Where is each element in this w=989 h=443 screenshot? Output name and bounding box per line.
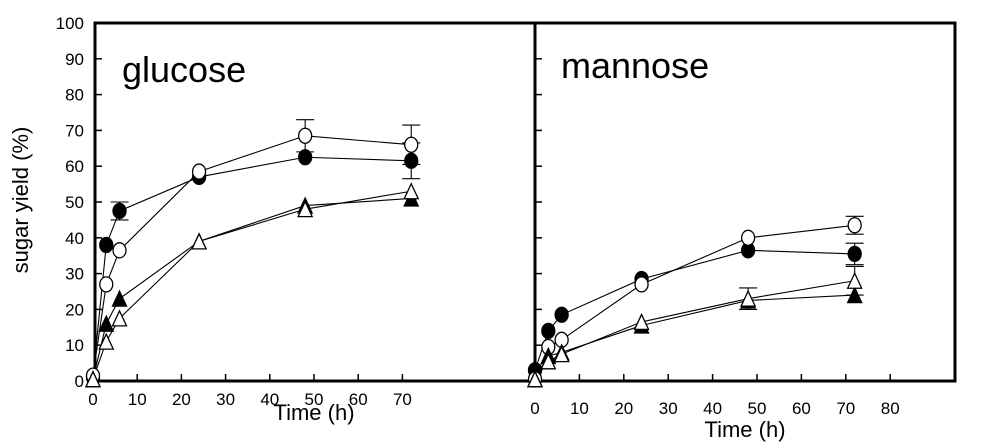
- glucose-panel-title: glucose: [122, 49, 246, 90]
- x-tick-label: 10: [128, 390, 147, 409]
- series-line: [534, 280, 855, 380]
- data-point-circle-open: [404, 136, 419, 153]
- x-tick-label: 80: [881, 399, 900, 418]
- data-point-circle-open: [298, 127, 313, 144]
- glucose-x-axis-title: Time (h): [273, 400, 354, 425]
- series-line: [92, 190, 412, 380]
- data-point-triangle-open: [633, 312, 650, 331]
- data-point-triangle-open: [98, 332, 115, 350]
- y-tick-label: 20: [65, 300, 84, 319]
- data-point-triangle-open: [84, 370, 102, 388]
- data-point-circle-filled: [99, 236, 114, 254]
- x-tick-label: 40: [260, 390, 279, 409]
- y-tick-label: 70: [65, 121, 84, 140]
- data-point-circle-filled: [404, 152, 419, 169]
- mannose-panel-title: mannose: [561, 45, 709, 86]
- data-point-triangle-open: [111, 309, 128, 327]
- y-tick-label: 100: [56, 14, 84, 33]
- glucose-panel: glucose Time (h) 0 10 20 30 40 50 60 70: [84, 21, 537, 425]
- y-tick-label: 90: [65, 50, 84, 69]
- x-tick-label: 70: [393, 390, 412, 409]
- series-line: [92, 156, 412, 378]
- data-point-triangle-open: [297, 200, 314, 218]
- data-point-triangle-filled: [846, 286, 863, 304]
- data-point-circle-open: [634, 276, 649, 293]
- data-point-circle-open: [191, 163, 207, 180]
- data-point-triangle-open: [526, 370, 544, 388]
- data-point-triangle-open: [553, 345, 570, 363]
- y-tick-label: 60: [65, 157, 84, 176]
- x-tick-label: 20: [172, 390, 191, 409]
- mannose-panel: mannose Time (h) 0 10 20 30 40 50 60 70 80: [526, 21, 957, 442]
- data-point-circle-open: [740, 229, 756, 246]
- data-point-circle-filled: [298, 149, 313, 166]
- data-point-triangle-open: [403, 182, 420, 200]
- data-point-circle-open: [112, 242, 127, 259]
- y-tick-label: 50: [65, 193, 84, 212]
- x-tick-label: 60: [792, 399, 811, 418]
- x-tick-label: 30: [659, 399, 678, 418]
- x-tick-label: 50: [305, 390, 324, 409]
- y-tick-label: 0: [75, 372, 84, 391]
- series-line: [92, 135, 412, 376]
- series-line: [534, 224, 855, 380]
- y-axis-ticks: 0 10 20 30 40 50 60 70 80 90 100: [56, 14, 542, 391]
- x-tick-label: 60: [349, 390, 368, 409]
- y-tick-label: 10: [65, 336, 84, 355]
- data-point-triangle-open: [191, 232, 208, 250]
- mannose-plot-frame: [533, 21, 957, 383]
- data-point-triangle-filled: [98, 314, 115, 332]
- y-tick-label: 80: [65, 86, 84, 105]
- data-point-circle-filled: [554, 306, 569, 323]
- data-point-triangle-open: [846, 271, 863, 289]
- data-point-triangle-open: [740, 289, 757, 307]
- x-tick-label: 70: [836, 399, 855, 418]
- x-tick-label: 30: [216, 390, 235, 409]
- data-point-circle-filled: [541, 322, 556, 340]
- x-tick-label: 0: [88, 390, 97, 409]
- series-line: [92, 197, 412, 380]
- x-tick-label: 10: [570, 399, 589, 418]
- x-tick-label: 20: [614, 399, 633, 418]
- data-point-circle-open: [99, 276, 114, 293]
- data-point-triangle-open: [540, 352, 557, 370]
- data-point-triangle-filled: [111, 289, 128, 307]
- data-point-circle-filled: [112, 202, 127, 220]
- x-tick-label: 50: [748, 399, 767, 418]
- series-line: [534, 294, 855, 380]
- y-tick-label: 30: [65, 265, 84, 284]
- data-point-circle-open: [847, 217, 862, 234]
- x-tick-label: 40: [703, 399, 722, 418]
- y-tick-label: 40: [65, 229, 84, 248]
- mannose-x-axis-title: Time (h): [704, 417, 785, 442]
- data-point-circle-filled: [847, 245, 862, 263]
- x-tick-label: 0: [530, 399, 539, 418]
- y-axis-title: sugar yield (%): [8, 127, 33, 274]
